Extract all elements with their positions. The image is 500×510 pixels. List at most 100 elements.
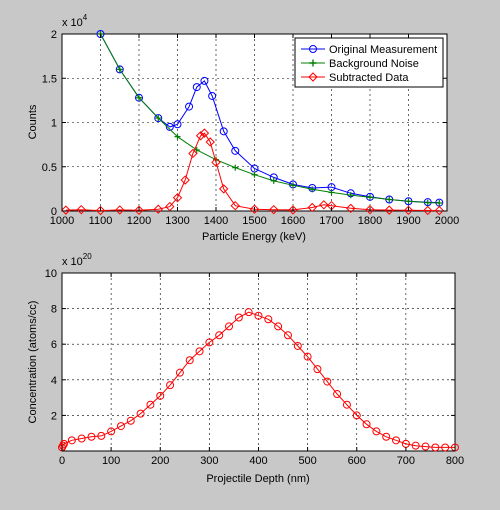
depth-xtick-label: 200	[151, 455, 169, 467]
legend-entry-subtracted: Subtracted Data	[301, 72, 409, 84]
depth-data-point	[58, 441, 67, 450]
depth-x-axis-label: Projectile Depth (nm)	[206, 473, 309, 485]
energy-data-point	[288, 205, 298, 215]
energy-data-point	[309, 186, 316, 193]
energy-data-point	[328, 189, 335, 196]
energy-data-point	[405, 198, 412, 205]
depth-data-point	[185, 356, 194, 365]
depth-data-point	[126, 416, 135, 425]
energy-xtick-label: 1600	[281, 215, 305, 227]
energy-data-point	[249, 204, 260, 214]
depth-data-point	[195, 347, 204, 356]
energy-data-point	[384, 205, 394, 215]
depth-series-group	[58, 308, 459, 452]
energy-y-axis-label: Counts	[27, 104, 39, 139]
depth-data-point	[87, 432, 96, 441]
depth-y-axis-label: Concentration (atoms/cc)	[27, 301, 39, 424]
depth-data-point	[97, 431, 106, 440]
energy-data-point	[231, 146, 240, 155]
energy-xtick-label: 1700	[319, 215, 343, 227]
energy-exponent-label: x 104	[62, 13, 88, 29]
depth-xtick-label: 300	[200, 455, 218, 467]
depth-grid	[62, 273, 455, 451]
depth-data-point	[382, 432, 391, 441]
depth-data-point	[205, 338, 214, 347]
depth-data-point	[107, 427, 116, 436]
energy-ytick-label: 0	[51, 206, 57, 218]
energy-data-point	[347, 192, 354, 199]
depth-profile-chart: 0 100 200 300 400 500 600 700 800 2 4 6 8 10 x 1020 P…	[27, 252, 464, 485]
depth-data-point	[352, 411, 361, 420]
energy-data-point	[188, 148, 198, 159]
energy-series-1	[97, 31, 443, 207]
depth-data-point	[441, 443, 450, 452]
energy-data-point	[173, 120, 182, 129]
energy-data-point	[134, 205, 144, 215]
energy-data-point	[135, 93, 143, 102]
energy-xtick-label: 1000	[50, 215, 74, 227]
energy-xtick-label: 1800	[358, 215, 382, 227]
legend: Original Measurement Background Noise Su…	[294, 37, 444, 88]
energy-xtick-label: 1200	[127, 215, 151, 227]
energy-data-point	[365, 204, 375, 215]
energy-data-point	[423, 205, 433, 216]
energy-data-point	[61, 205, 71, 215]
depth-data-point	[372, 427, 381, 436]
depth-xtick-label: 800	[446, 455, 464, 467]
depth-data-point	[254, 311, 263, 320]
energy-ytick-label: 2	[51, 29, 57, 41]
energy-data-point	[219, 127, 228, 136]
energy-xtick-label: 1900	[396, 215, 420, 227]
energy-data-point	[155, 115, 162, 122]
energy-data-point	[367, 194, 373, 201]
energy-data-point	[174, 133, 181, 140]
energy-data-point	[208, 91, 217, 100]
legend-label-original: Original Measurement	[329, 44, 437, 56]
energy-data-point	[230, 200, 240, 211]
depth-data-point	[293, 341, 302, 350]
energy-data-point	[319, 200, 329, 210]
depth-data-point	[156, 391, 165, 400]
energy-data-point	[434, 205, 445, 216]
energy-data-point	[180, 175, 190, 185]
depth-data-point	[175, 368, 184, 377]
depth-data-point	[342, 400, 351, 409]
energy-series-line	[65, 132, 440, 212]
energy-data-point	[386, 196, 393, 203]
energy-data-point	[211, 157, 221, 168]
depth-data-point	[244, 308, 253, 317]
depth-data-point	[166, 381, 175, 390]
energy-data-point	[205, 137, 215, 147]
depth-data-point	[421, 442, 430, 451]
energy-data-point	[195, 131, 206, 141]
depth-data-point	[116, 422, 125, 431]
depth-ytick-label: 6	[51, 339, 57, 351]
depth-series-line	[61, 311, 455, 448]
energy-data-point	[153, 204, 163, 214]
depth-data-point	[67, 436, 76, 445]
depth-xtick-label: 500	[298, 455, 316, 467]
energy-data-point	[232, 164, 239, 171]
depth-ytick-label: 4	[51, 375, 57, 387]
energy-data-point	[76, 204, 86, 215]
energy-x-axis-label: Particle Energy (keV)	[202, 231, 306, 243]
energy-data-point	[436, 200, 443, 207]
energy-data-point	[95, 205, 106, 216]
energy-data-point	[116, 66, 123, 73]
energy-data-point	[154, 114, 163, 123]
energy-ytick-label: 0.5	[42, 162, 57, 174]
energy-data-point	[165, 201, 175, 212]
energy-xtick-label: 1100	[89, 215, 113, 227]
energy-xtick-label: 1300	[165, 215, 189, 227]
depth-axis-ticks: 0 100 200 300 400 500 600 700 800 2 4 6 8 10	[45, 268, 464, 467]
energy-data-point	[115, 65, 124, 74]
depth-data-point	[225, 322, 234, 331]
depth-xtick-label: 600	[348, 455, 366, 467]
depth-series-0	[58, 308, 459, 452]
energy-spectrum-chart: 1000 1100 1200 1300 1400 1500 1600 1700 1800 1900…	[27, 13, 459, 243]
depth-data-point	[264, 315, 273, 324]
energy-data-point	[172, 193, 183, 203]
depth-data-point	[362, 420, 371, 429]
legend-label-background: Background Noise	[329, 58, 419, 70]
